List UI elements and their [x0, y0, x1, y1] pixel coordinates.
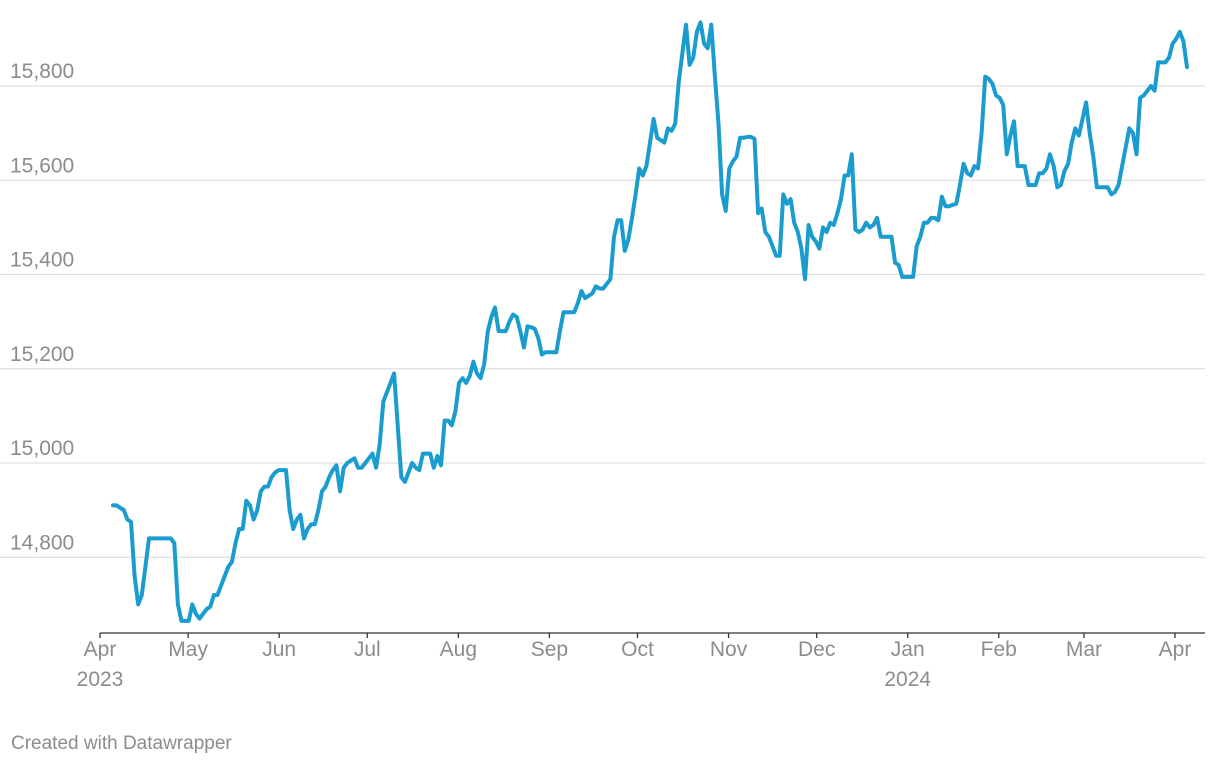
y-tick-label: 15,200 [10, 343, 74, 366]
series-line [111, 20, 1189, 623]
x-tick-label: Mar [1066, 638, 1102, 661]
y-axis-tick-labels: 14,800 15,000 15,200 15,400 15,600 15,800 [10, 60, 74, 554]
x-tick-label: Jul [354, 638, 381, 661]
x-tick-label: Aug [440, 638, 477, 661]
x-tick-year-label: 2024 [884, 668, 931, 691]
credit-text: Created with Datawrapper [11, 733, 232, 754]
x-tick-label: Sep [531, 638, 568, 661]
gridlines [0, 85, 1205, 558]
x-tick-label: Apr [1159, 638, 1192, 661]
series-layer [111, 20, 1189, 623]
y-tick-label: 15,000 [10, 437, 74, 460]
x-tick-label: Dec [798, 638, 835, 661]
x-tick-label: May [168, 638, 208, 661]
x-tick-label: Jun [262, 638, 296, 661]
y-tick-label: 15,400 [10, 249, 74, 272]
x-tick-label: Jan [891, 638, 925, 661]
y-tick-label: 15,800 [10, 60, 74, 83]
x-tick-label: Apr [84, 638, 117, 661]
x-tick-label: Nov [710, 638, 748, 661]
x-tick-label: Feb [981, 638, 1017, 661]
x-tick-year-label: 2023 [77, 668, 124, 691]
y-tick-label: 15,600 [10, 154, 74, 177]
x-axis-tick-labels: Apr 2023 May Jun Jul Aug Sep Oct Nov Dec Jan 2024 Fe… [77, 633, 1192, 691]
x-tick-label: Oct [621, 638, 654, 661]
y-tick-label: 14,800 [10, 531, 74, 554]
